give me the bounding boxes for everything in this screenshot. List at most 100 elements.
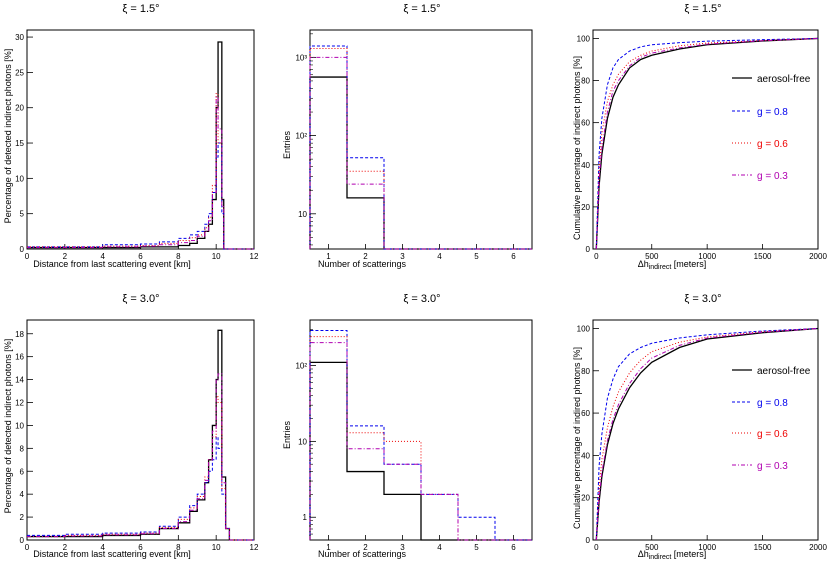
panel-p3-series-2 xyxy=(27,396,254,541)
panel-p0-xtick-label-1: 2 xyxy=(63,252,68,261)
panel-p5-series-3 xyxy=(595,327,819,541)
panel-p5-ytick-label-1: 20 xyxy=(581,494,590,503)
panel-p4-series-0 xyxy=(309,361,532,541)
panel-p5-xtick-label-0: 0 xyxy=(594,543,599,552)
panel-p0-xlabel: Distance from last scattering event [km] xyxy=(33,259,191,269)
panel-p4-xtick-label-1: 2 xyxy=(363,543,368,552)
panel-p4-xtick-label-2: 3 xyxy=(400,543,405,552)
panel-p3-ytick-label-7: 14 xyxy=(15,376,24,385)
panel-p1-xtick-label-3: 4 xyxy=(437,252,442,261)
panel-p1-ytick-label-0: 10 xyxy=(298,210,307,219)
panel-p3-ytick-label-6: 12 xyxy=(15,399,24,408)
panel-p3-ytick-label-8: 16 xyxy=(15,353,24,362)
panel-p2-xtick-label-4: 2000 xyxy=(809,252,827,261)
panel-p4-series-2 xyxy=(309,336,532,541)
panel-p3-ytick-label-0: 0 xyxy=(20,536,25,545)
panel-p0-xtick-label-4: 8 xyxy=(176,252,181,261)
panel-p3-xtick-label-1: 2 xyxy=(63,543,68,552)
legend-top-label-3: g = 0.3 xyxy=(757,171,788,182)
panel-p0-series-0 xyxy=(27,41,254,250)
panel-p4-xtick-label-4: 5 xyxy=(474,543,479,552)
legend-top: aerosol-free g = 0.8 g = 0.6 g = 0.3 xyxy=(732,74,811,182)
panel-p1-xtick-label-4: 5 xyxy=(474,252,479,261)
legend-top-label-2: g = 0.6 xyxy=(757,139,788,150)
panel-p1-ytick-label-2: 10³ xyxy=(295,53,307,62)
panel-p3-ytick-label-3: 6 xyxy=(20,467,25,476)
panel-p0-series-1 xyxy=(27,142,254,250)
panel-p3-ytick-label-5: 10 xyxy=(15,421,24,430)
panel-p3-title: ξ = 3.0° xyxy=(122,293,159,305)
panel-p2-xtick-label-1: 500 xyxy=(645,252,659,261)
panel-p3-xtick-label-6: 12 xyxy=(250,543,259,552)
legend-bottom-label-3: g = 0.3 xyxy=(757,461,788,472)
panel-p3-xtick-label-4: 8 xyxy=(176,543,181,552)
panel-p5-title: ξ = 3.0° xyxy=(684,293,721,305)
panel-p4: ξ = 3.0° Number of scatterings Entries xyxy=(282,293,441,559)
panel-p4-ytick-label-2: 10² xyxy=(295,362,307,371)
panel-p1-xtick-label-0: 1 xyxy=(326,252,331,261)
panel-p1-xtick-label-2: 3 xyxy=(400,252,405,261)
panel-p2-xtick-label-3: 1500 xyxy=(754,252,772,261)
panel-p1-ytick-label-1: 10² xyxy=(295,132,307,141)
panel-p3-ytick-label-1: 2 xyxy=(20,513,25,522)
legend-bottom: aerosol-free g = 0.8 g = 0.6 g = 0.3 xyxy=(732,366,811,472)
panel-p0-xtick-label-0: 0 xyxy=(25,252,30,261)
panel-p3-ytick-label-2: 4 xyxy=(20,490,25,499)
legend-top-label-1: g = 0.8 xyxy=(757,107,788,118)
panel-p1: ξ = 1.5° Number of scatterings Entries xyxy=(282,3,441,269)
panel-p2-frame xyxy=(592,29,819,250)
panel-p5-ytick-label-0: 0 xyxy=(586,536,591,545)
panel-p4-xlabel: Number of scatterings xyxy=(318,549,407,559)
panel-p3-xtick-label-0: 0 xyxy=(25,543,30,552)
panel-p3-ylabel: Percentage of detected indirect photons … xyxy=(3,339,13,514)
panel-p4-series-3 xyxy=(309,342,532,541)
panel-p4-title: ξ = 3.0° xyxy=(403,293,440,305)
panel-p5-xtick-label-1: 500 xyxy=(645,543,659,552)
panel-p3-ytick-label-4: 8 xyxy=(20,444,25,453)
panel-p0: ξ = 1.5° Distance from last scattering e… xyxy=(3,3,191,269)
panel-p2-ytick-label-3: 60 xyxy=(581,119,590,128)
legend-bottom-label-1: g = 0.8 xyxy=(757,398,788,409)
panel-p0-xtick-label-2: 4 xyxy=(100,252,105,261)
panel-p5-ytick-label-3: 60 xyxy=(581,409,590,418)
panel-p2-title: ξ = 1.5° xyxy=(684,3,721,15)
panel-p2-ylabel: Cumulative percentage of indirect photon… xyxy=(572,56,582,240)
panel-p0-ytick-label-1: 5 xyxy=(20,210,25,219)
panel-p2-ytick-label-5: 100 xyxy=(577,34,591,43)
panel-p1-xlabel: Number of scatterings xyxy=(318,259,407,269)
panel-p2-xtick-label-2: 1000 xyxy=(698,252,716,261)
panel-p0-xtick-label-6: 12 xyxy=(250,252,259,261)
panel-p2-xtick-label-0: 0 xyxy=(594,252,599,261)
panel-p3-xtick-label-5: 10 xyxy=(212,543,221,552)
panel-p1-series-3 xyxy=(309,56,532,250)
legend-top-label-0: aerosol-free xyxy=(757,74,811,85)
panel-p4-ytick-label-0: 1 xyxy=(303,513,308,522)
panel-p0-ylabel: Percentage of detected indirect photons … xyxy=(3,49,13,224)
panel-p2-series-3 xyxy=(595,37,819,250)
panel-p1-xtick-label-1: 2 xyxy=(363,252,368,261)
panel-p0-ytick-label-0: 0 xyxy=(20,245,25,254)
panel-p1-ylabel: Entries xyxy=(282,130,292,159)
legend-bottom-label-0: aerosol-free xyxy=(757,366,811,377)
panel-p4-xtick-label-5: 6 xyxy=(511,543,516,552)
panel-p5-ytick-label-2: 40 xyxy=(581,451,590,460)
panel-p5-frame xyxy=(592,319,819,541)
panel-p4-series-1 xyxy=(309,329,532,541)
panel-p3-xtick-label-2: 4 xyxy=(100,543,105,552)
panel-p5-ytick-label-4: 80 xyxy=(581,367,590,376)
panel-p2-ytick-label-1: 20 xyxy=(581,203,590,212)
legend-bottom-label-2: g = 0.6 xyxy=(757,429,788,440)
panel-p0-title: ξ = 1.5° xyxy=(122,3,159,15)
panel-p0-xtick-label-5: 10 xyxy=(212,252,221,261)
panel-p4-xtick-label-3: 4 xyxy=(437,543,442,552)
panel-p0-ytick-label-2: 10 xyxy=(15,174,24,183)
panel-p2-ytick-label-4: 80 xyxy=(581,77,590,86)
panel-p5-ylabel: Cumulative percentage of indired photons… xyxy=(572,347,582,529)
panel-p5-xtick-label-3: 1500 xyxy=(754,543,772,552)
panel-p1-xtick-label-5: 6 xyxy=(511,252,516,261)
panel-p0-ytick-label-6: 30 xyxy=(15,33,24,42)
panel-p4-ytick-label-1: 10 xyxy=(298,437,307,446)
panel-p5-ytick-label-5: 100 xyxy=(577,324,591,333)
panel-p2-ytick-label-2: 40 xyxy=(581,161,590,170)
